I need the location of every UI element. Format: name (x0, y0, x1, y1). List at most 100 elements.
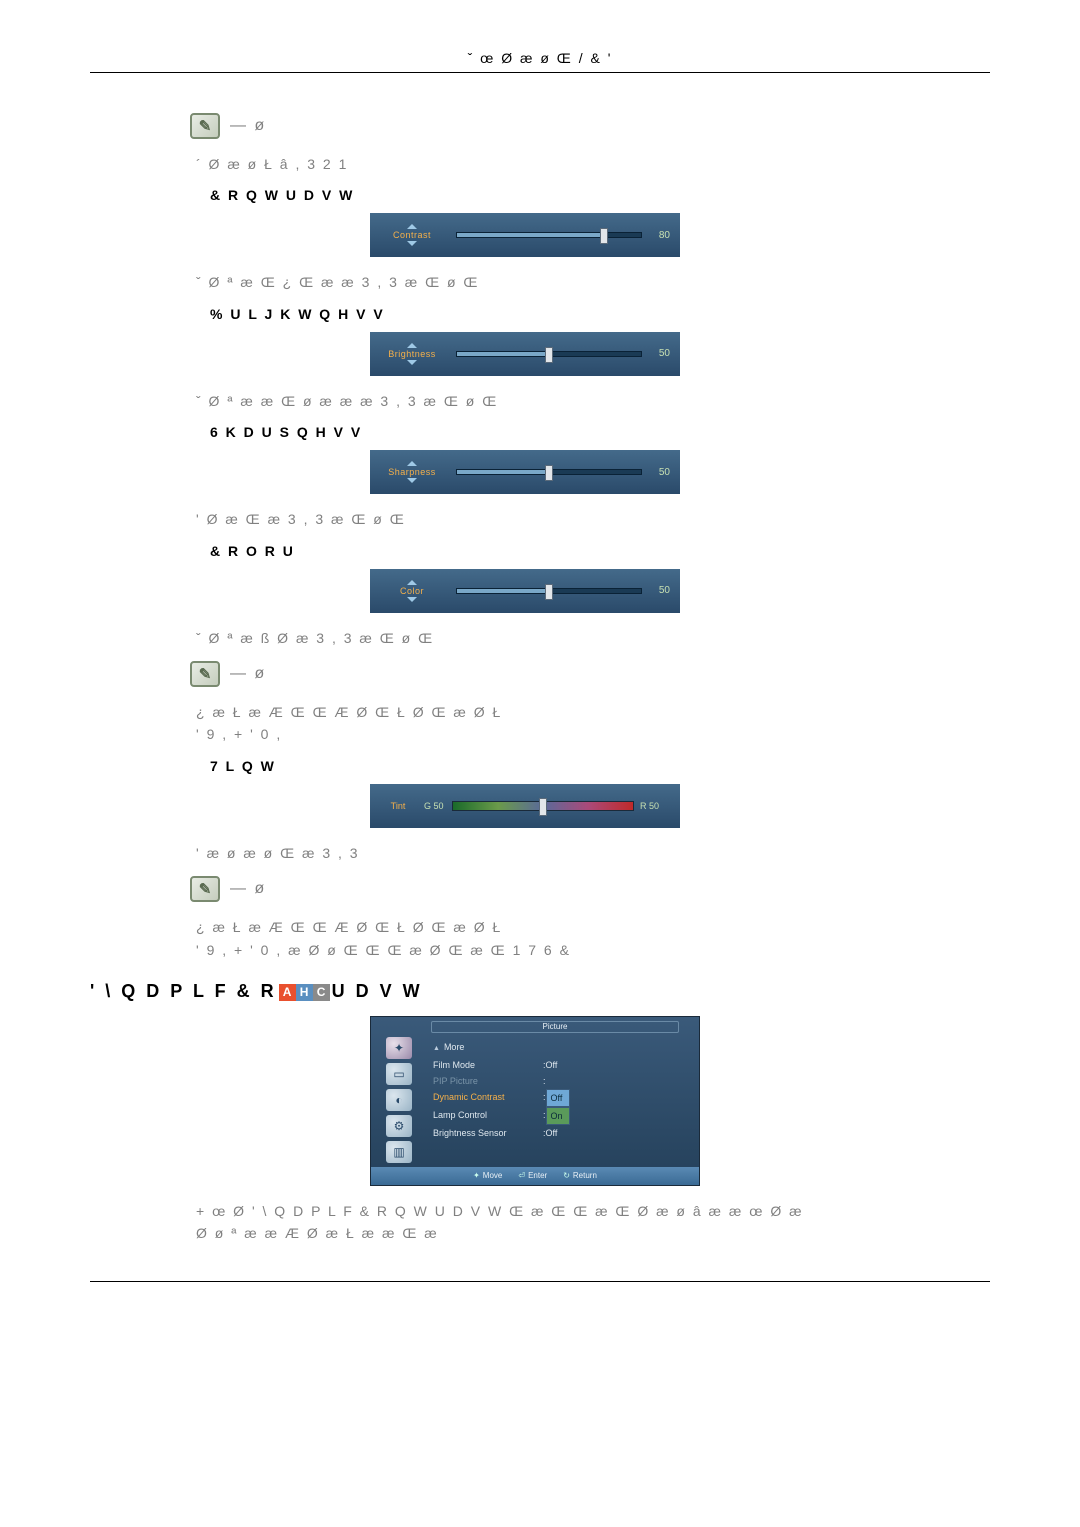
osd-items: More Film Mode : OffPIP Picture : Dynami… (433, 1039, 689, 1141)
chevron-up-icon[interactable] (407, 580, 417, 585)
slider-panel[interactable]: Brightness 50 (370, 332, 680, 376)
slider-knob[interactable] (545, 347, 553, 363)
slider-track[interactable] (456, 588, 642, 594)
slider-block: Color 50 (370, 569, 990, 613)
chevron-up-icon[interactable] (407, 461, 417, 466)
pencil-icon (190, 113, 220, 139)
slider-track[interactable] (456, 351, 642, 357)
osd-row-key: Brightness Sensor (433, 1125, 543, 1141)
osd-menu[interactable]: Picture ✦ ▭ ◐ ⚙ ▥ More Film Mode : OffPI… (370, 1016, 700, 1186)
chevron-down-icon[interactable] (407, 597, 417, 602)
item-title: 6 K D U S Q H V V (210, 424, 990, 440)
item-title-tint: 7 L Q W (210, 758, 990, 774)
slider-knob[interactable] (600, 228, 608, 244)
osd-row[interactable]: Brightness Sensor : Off (433, 1125, 689, 1141)
slider-knob[interactable] (545, 584, 553, 600)
osd-row-value: Off (546, 1057, 558, 1073)
slider-block: Contrast 80 (370, 213, 990, 257)
badge-h: H (296, 984, 313, 1001)
slider-track[interactable] (456, 232, 642, 238)
dc-title-pre: ' \ Q D P L F & R (90, 981, 277, 1001)
slider-value: 50 (650, 585, 670, 596)
picture-icon[interactable]: ✦ (386, 1037, 412, 1059)
item-desc: ' Ø æ Œ æ 3 , 3 æ Œ ø Œ (190, 508, 990, 530)
osd-enter: Enter (518, 1171, 547, 1180)
header-text: ˇ œ Ø æ ø Œ / & ' (468, 50, 613, 66)
osd-row[interactable]: PIP Picture : (433, 1073, 689, 1089)
chevron-up-icon[interactable] (407, 343, 417, 348)
osd-row-key: Film Mode (433, 1057, 543, 1073)
dc-title-post: U D V W (332, 981, 423, 1001)
osd-row-value: On (546, 1107, 570, 1125)
intro-text: ´ Ø æ ø Ł â , 3 2 1 (190, 153, 990, 175)
item-desc: ˇ Ø ª æ æ Œ ø æ æ æ 3 , 3 æ Œ ø Œ (190, 390, 990, 412)
item-desc: ˇ Ø ª æ Œ ¿ Œ æ æ 3 , 3 æ Œ ø Œ (190, 271, 990, 293)
slider-value: 50 (650, 467, 670, 478)
osd-row-value: Off (546, 1125, 558, 1141)
osd-move: Move (473, 1171, 502, 1180)
chevron-up-icon[interactable] (407, 224, 417, 229)
badge-c: C (313, 984, 330, 1001)
tint-track[interactable] (452, 801, 634, 811)
osd-title: Picture (431, 1021, 679, 1033)
ahc-badge: AHC (279, 984, 330, 1001)
slider-block: Sharpness50 (370, 450, 990, 494)
slider-label: Contrast (393, 230, 431, 240)
note-block: — ø (190, 876, 990, 902)
multi-icon[interactable]: ▥ (386, 1141, 412, 1163)
slider-label: Color (400, 586, 424, 596)
note-label: — ø (230, 117, 266, 135)
slider-value: 80 (650, 230, 670, 241)
osd-row-key: Lamp Control (433, 1107, 543, 1125)
osd-row[interactable]: Film Mode : Off (433, 1057, 689, 1073)
display-icon[interactable]: ▭ (386, 1063, 412, 1085)
osd-footer: Move Enter Return (371, 1167, 699, 1185)
note-block: — ø (190, 113, 990, 139)
chevron-down-icon[interactable] (407, 241, 417, 246)
tint-slider-block: Tint G 50 R 50 (370, 784, 990, 828)
osd-menu-block: Picture ✦ ▭ ◐ ⚙ ▥ More Film Mode : OffPI… (370, 1016, 990, 1186)
slider-block: Brightness 50 (370, 332, 990, 376)
slider-panel[interactable]: Color 50 (370, 569, 680, 613)
slider-track[interactable] (456, 469, 642, 475)
slider-panel[interactable]: Contrast 80 (370, 213, 680, 257)
note-after-color: ¿ æ Ł æ Æ Œ Œ Æ Ø Œ Ł Ø Œ æ Ø Ł' 9 , + '… (190, 701, 990, 746)
items-host: & R Q W U D V W Contrast 80 ˇ Ø ª æ Œ ¿ Œ æ… (190, 187, 990, 649)
osd-more[interactable]: More (433, 1039, 464, 1057)
osd-row-value: Off (546, 1089, 570, 1107)
page-header: ˇ œ Ø æ ø Œ / & ' (90, 50, 990, 73)
osd-row-key: Dynamic Contrast (433, 1089, 543, 1107)
content-area: — ø ´ Ø æ ø Ł â , 3 2 1 & R Q W U D V W C… (90, 113, 990, 1245)
osd-colon: : (543, 1073, 546, 1089)
slider-label: Brightness (388, 349, 436, 359)
clock-icon[interactable]: ◐ (386, 1089, 412, 1111)
osd-row[interactable]: Lamp Control : On (433, 1107, 689, 1125)
chevron-down-icon[interactable] (407, 478, 417, 483)
pencil-icon (190, 661, 220, 687)
footer-divider (90, 1281, 990, 1282)
osd-return: Return (563, 1171, 597, 1180)
osd-row[interactable]: Dynamic Contrast : Off (433, 1089, 689, 1107)
slider-panel[interactable]: Sharpness50 (370, 450, 680, 494)
tint-panel[interactable]: Tint G 50 R 50 (370, 784, 680, 828)
dynamic-desc: + œ Ø ' \ Q D P L F & R Q W U D V W Œ æ … (190, 1200, 990, 1245)
tint-desc: ' æ ø æ ø Œ æ 3 , 3 (190, 842, 990, 864)
note-block: — ø (190, 661, 990, 687)
tint-knob[interactable] (539, 798, 547, 816)
dynamic-contrast-title: ' \ Q D P L F & RAHCU D V W (90, 981, 990, 1002)
note-label: — ø (230, 665, 266, 683)
slider-value: 50 (650, 348, 670, 359)
item-title: & R Q W U D V W (210, 187, 990, 203)
pencil-icon (190, 876, 220, 902)
chevron-down-icon[interactable] (407, 360, 417, 365)
tint-r-value: R 50 (640, 801, 668, 811)
tint-g-value: G 50 (424, 801, 452, 811)
item-desc: ˇ Ø ª æ ß Ø æ 3 , 3 æ Œ ø Œ (190, 627, 990, 649)
osd-row-key: PIP Picture (433, 1073, 543, 1089)
tint-label: Tint (391, 801, 406, 811)
item-title: % U L J K W Q H V V (210, 306, 990, 322)
slider-knob[interactable] (545, 465, 553, 481)
note-label: — ø (230, 880, 266, 898)
settings-icon[interactable]: ⚙ (386, 1115, 412, 1137)
note-after-tint: ¿ æ Ł æ Æ Œ Œ Æ Ø Œ Ł Ø Œ æ Ø Ł' 9 , + '… (190, 916, 990, 961)
